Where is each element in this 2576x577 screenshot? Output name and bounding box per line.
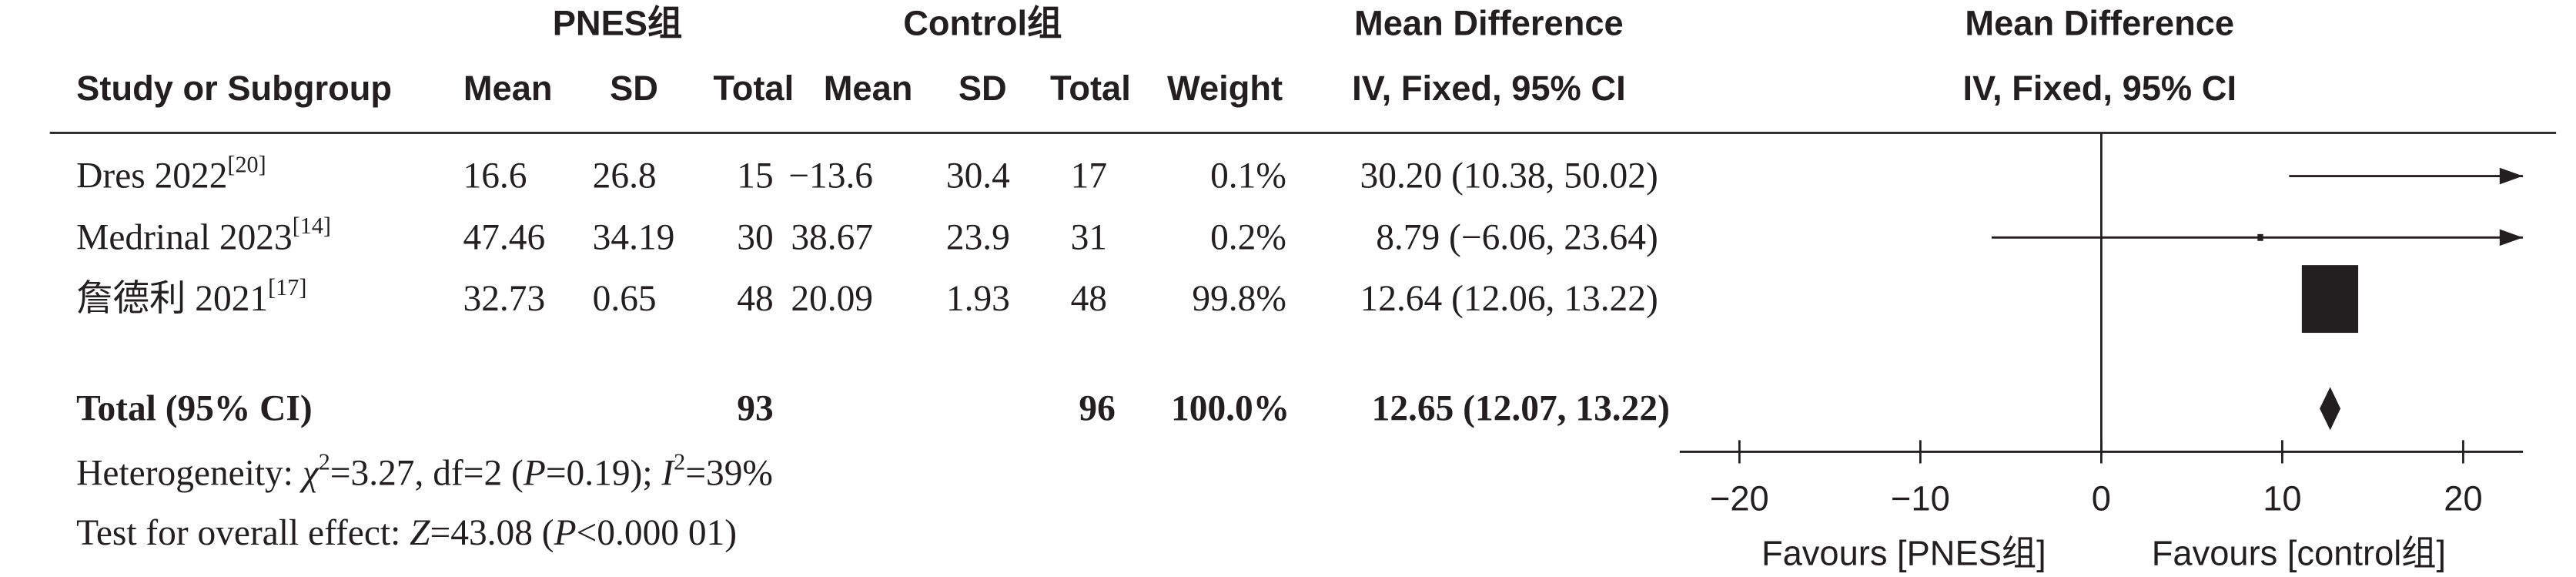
table-cell: 31: [1071, 217, 1107, 257]
plot-header: IV, Fixed, 95% CI: [1962, 69, 2236, 108]
x-tick-label: 0: [2092, 478, 2111, 518]
column-header: SD: [958, 69, 1007, 108]
total-cell: 12.65 (12.07, 13.22): [1372, 388, 1670, 428]
reference: [17]: [268, 274, 306, 300]
study-name: 詹德利 2021[17]: [76, 274, 306, 319]
column-header: Study or Subgroup: [76, 69, 392, 108]
plot-header: Mean Difference: [1965, 4, 2234, 43]
total-cell: 100.0%: [1171, 388, 1290, 428]
note-part: Test for overall effect:: [76, 513, 410, 553]
note-part: 2: [319, 448, 330, 475]
x-axis-label: Favours [control组]: [2152, 533, 2446, 572]
reference: [14]: [293, 213, 331, 239]
note-part: Z: [410, 513, 430, 553]
total-cell: 93: [737, 388, 773, 428]
total-label: Total (95% CI): [76, 388, 313, 428]
note-part: χ: [299, 453, 319, 493]
note-part: P: [523, 453, 546, 493]
x-tick-label: 10: [2263, 478, 2301, 518]
table-cell: 30.4: [946, 156, 1010, 196]
study-square: [2301, 265, 2359, 334]
note-part: <0.000 01): [577, 513, 738, 553]
column-header: Total: [1050, 69, 1131, 108]
table-cell: 47.46: [463, 217, 546, 257]
group-header: PNES组: [553, 4, 683, 43]
column-header: Mean: [824, 69, 913, 108]
table-cell: 23.9: [946, 217, 1010, 257]
note-part: =3.27, df=2 (: [330, 453, 524, 493]
study-label: Medrinal 2023: [76, 217, 293, 257]
column-header: Mean: [463, 69, 553, 108]
x-tick-label: 20: [2444, 478, 2482, 518]
study-label: Dres 2022: [76, 156, 227, 196]
table-cell: 48: [1071, 279, 1107, 319]
table-cell: 0.65: [593, 279, 657, 319]
note-part: =39%: [685, 453, 773, 493]
note-part: I: [661, 453, 675, 493]
table-cell: −13.6: [788, 156, 873, 196]
total-cell: 96: [1079, 388, 1115, 428]
table-cell: 0.1%: [1210, 156, 1286, 196]
x-axis-label: Favours [PNES组]: [1761, 533, 2046, 572]
reference: [20]: [227, 151, 266, 177]
study-square: [2257, 233, 2263, 241]
column-header: Total: [713, 69, 794, 108]
ci-arrow: [2499, 229, 2524, 247]
table-cell: 30.20 (10.38, 50.02): [1360, 156, 1658, 196]
table-cell: 99.8%: [1192, 279, 1286, 319]
table-cell: 12.64 (12.06, 13.22): [1360, 279, 1658, 319]
table-cell: 17: [1071, 156, 1107, 196]
column-header: SD: [610, 69, 658, 108]
effect-header: Mean Difference: [1354, 4, 1624, 43]
x-tick-label: −20: [1710, 478, 1769, 518]
table-cell: 48: [737, 279, 773, 319]
table-cell: 1.93: [946, 279, 1010, 319]
study-name: Dres 2022[20]: [76, 151, 266, 196]
note-part: =0.19);: [546, 453, 662, 493]
note-part: =43.08 (: [430, 513, 554, 553]
overall-note: Test for overall effect: Z=43.08 (P<0.00…: [76, 513, 737, 553]
note-part: Heterogeneity:: [76, 453, 303, 493]
column-header: IV, Fixed, 95% CI: [1352, 69, 1626, 108]
table-cell: 8.79 (−6.06, 23.64): [1376, 217, 1658, 257]
table-cell: 32.73: [463, 279, 546, 319]
group-header: Control组: [903, 4, 1062, 43]
table-cell: 15: [737, 156, 773, 196]
table-cell: 30: [737, 217, 773, 257]
table-cell: 0.2%: [1210, 217, 1286, 257]
table-cell: 20.09: [791, 279, 873, 319]
pooled-diamond: [2320, 387, 2341, 431]
study-label: 詹德利 2021: [76, 279, 268, 319]
ci-arrow: [2499, 167, 2524, 185]
table-cell: 16.6: [463, 156, 527, 196]
column-header: Weight: [1167, 69, 1283, 108]
note-part: 2: [674, 448, 685, 475]
heterogeneity-note: Heterogeneity: χ2=3.27, df=2 (P=0.19); I…: [76, 448, 773, 493]
table-cell: 34.19: [593, 217, 675, 257]
x-tick-label: −10: [1891, 478, 1950, 518]
note-part: P: [554, 513, 577, 553]
study-name: Medrinal 2023[14]: [76, 213, 331, 257]
table-cell: 38.67: [791, 217, 873, 257]
table-cell: 26.8: [593, 156, 657, 196]
